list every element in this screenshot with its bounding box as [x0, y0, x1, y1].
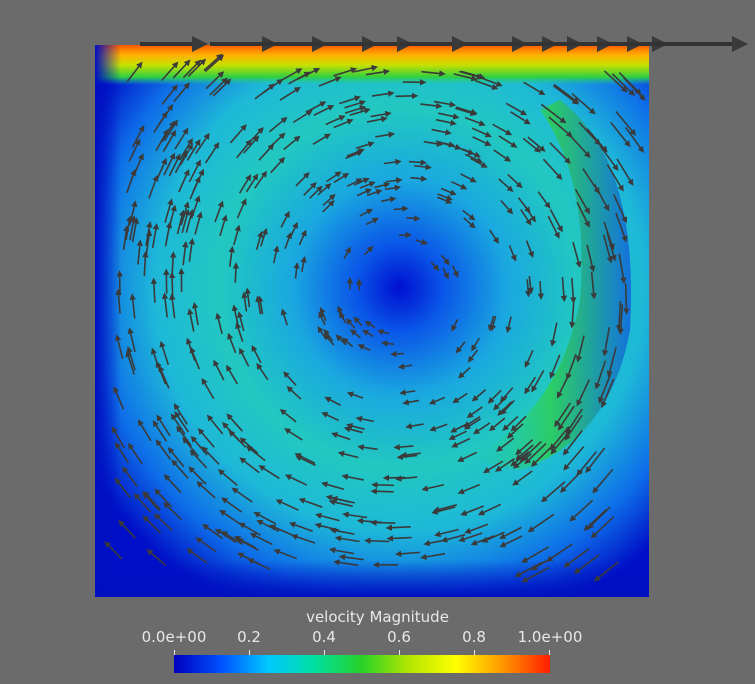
velocity-arrow	[394, 209, 406, 210]
colorbar-tick-label: 0.0e+00	[142, 628, 207, 646]
velocity-arrow	[154, 281, 155, 303]
velocity-arrow	[235, 265, 236, 282]
colorbar-title: velocity Magnitude	[0, 608, 755, 626]
colorbar-gradient	[174, 655, 550, 673]
velocity-arrow	[389, 527, 411, 528]
colorbar-tick-label: 0.8	[462, 628, 486, 646]
colorbar-tick-label: 1.0e+00	[518, 628, 583, 646]
velocity-arrow	[367, 541, 389, 542]
velocity-arrow	[393, 354, 403, 355]
cavity-domain	[95, 45, 649, 597]
velocity-arrow	[390, 538, 412, 539]
velocity-arrow	[374, 491, 394, 492]
velocity-arrow	[384, 343, 394, 344]
velocity-arrow	[540, 281, 541, 297]
color-legend: velocity Magnitude 0.0e+00 0.2 0.4 0.6 0…	[0, 600, 755, 680]
velocity-arrow	[374, 485, 394, 486]
colorbar-tick-label: 0.4	[312, 628, 336, 646]
colorbar-tick-label: 0.6	[387, 628, 411, 646]
velocity-arrow	[406, 218, 417, 219]
velocity-arrow	[409, 162, 424, 163]
velocity-arrow	[626, 284, 627, 312]
colorbar-tick-label: 0.2	[237, 628, 261, 646]
velocity-arrow	[172, 275, 173, 297]
